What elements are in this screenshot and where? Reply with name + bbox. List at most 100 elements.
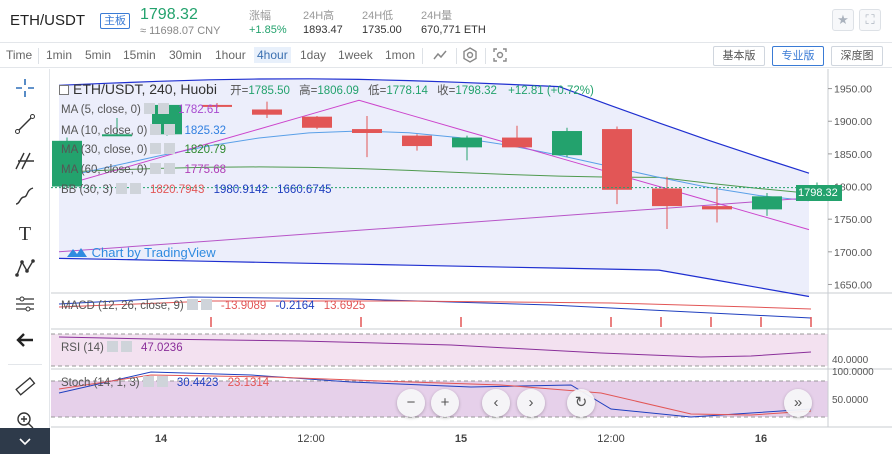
stoch-axis-label-mid: 50.0000 — [832, 395, 869, 406]
macd-value-3: 13.6925 — [323, 300, 366, 312]
rsi-line — [58, 336, 812, 358]
macd-label: MACD (12, 26, close, 9) — [61, 300, 184, 312]
candle-body — [552, 131, 582, 156]
measure-icon[interactable] — [12, 293, 38, 319]
price-chart-canvas[interactable]: 1950.00 1900.00 1850.00 1800.00 1750.00 1700.… — [51, 69, 892, 454]
price-tick-label: 1750.00 — [834, 214, 872, 226]
settings-icon[interactable] — [106, 341, 118, 352]
ruler-icon[interactable] — [12, 375, 38, 401]
pair-name[interactable]: ETH/USDT — [10, 12, 85, 29]
settings-icon[interactable] — [186, 299, 198, 310]
zoom-in-icon[interactable]: + — [431, 389, 459, 417]
interval-30min[interactable]: 30min — [169, 48, 202, 62]
interval-time[interactable]: Time — [6, 48, 33, 62]
bb-upper-value: 1980.9142 — [213, 184, 268, 196]
interval-5min[interactable]: 5min — [85, 48, 112, 62]
macd-value-1: -13.9089 — [220, 300, 267, 312]
back-arrow-icon[interactable] — [12, 329, 38, 355]
zoom-in-icon[interactable] — [12, 409, 38, 435]
crosshair-icon[interactable] — [12, 77, 38, 103]
interval-1min[interactable]: 1min — [46, 48, 73, 62]
macd-legend: MACD (12, 26, close, 9) -13.9089 -0.2164… — [61, 299, 365, 312]
ma30-line — [58, 166, 810, 194]
fib-icon[interactable] — [12, 149, 38, 175]
ma5-value: 1782.61 — [178, 104, 220, 116]
scroll-right-icon[interactable]: › — [517, 389, 545, 417]
bollinger-upper-line — [58, 78, 810, 174]
text-icon[interactable]: T — [18, 223, 32, 245]
collapse-legend-icon[interactable] — [59, 85, 69, 95]
toolbar-divider — [38, 48, 39, 64]
ma30-label: MA (30, close, 0) — [61, 144, 148, 156]
change-value: +1.85% — [249, 24, 287, 36]
macd-histogram — [58, 296, 812, 418]
settings-icon[interactable] — [142, 376, 154, 387]
ma60-line — [58, 197, 810, 253]
interval-15min[interactable]: 15min — [123, 48, 156, 62]
bb-mid-value: 1820.7943 — [149, 184, 205, 196]
ma60-value: 1775.68 — [184, 164, 227, 176]
pattern-icon[interactable] — [12, 257, 38, 283]
interval-1hour[interactable]: 1hour — [215, 48, 246, 62]
settings-icon[interactable] — [115, 183, 127, 194]
zoom-out-icon[interactable]: − — [397, 389, 425, 417]
interval-1week[interactable]: 1week — [338, 48, 373, 62]
watermark-text: Chart by TradingView — [91, 245, 216, 260]
drawing-toolbar: T — [0, 69, 50, 454]
tradingview-watermark[interactable]: Chart by TradingView — [66, 245, 216, 260]
time-axis: 14 12:00 15 12:00 16 — [155, 433, 767, 445]
candle-body — [702, 206, 732, 210]
close-icon[interactable] — [157, 103, 169, 114]
interval-1mon[interactable]: 1mon — [385, 48, 416, 62]
price-scale-background — [828, 69, 892, 454]
symbol-label: ETH/USDT, 240, Huobi — [73, 81, 217, 97]
interval-4hour[interactable]: 4hour — [254, 47, 291, 63]
low-value: 1735.00 — [362, 24, 402, 36]
ma30-value: 1820.79 — [184, 144, 227, 156]
fullscreen-icon[interactable]: ⛶ — [859, 9, 881, 31]
trendline-icon[interactable] — [12, 113, 38, 139]
close-icon[interactable] — [164, 124, 176, 135]
candle-body — [352, 129, 382, 133]
last-price: 1798.32 — [140, 6, 198, 23]
reset-icon[interactable]: ↻ — [567, 389, 595, 417]
chart-area[interactable]: 1950.00 1900.00 1850.00 1800.00 1750.00 1700.… — [51, 69, 892, 454]
open-label: 开= — [230, 85, 249, 97]
macd-value-2: -0.2164 — [275, 300, 315, 312]
settings-icon[interactable] — [461, 47, 479, 65]
settings-icon[interactable] — [143, 103, 155, 114]
candle-body — [102, 134, 132, 137]
scroll-left-icon[interactable]: ‹ — [482, 389, 510, 417]
time-tick-label: 16 — [755, 433, 767, 445]
collapse-toolbar-icon[interactable] — [0, 428, 50, 454]
main-legend: ETH/USDT, 240, Huobi 开=1785.50 高=1806.09… — [59, 81, 594, 98]
macd-line — [58, 296, 812, 319]
screenshot-icon[interactable] — [491, 47, 509, 65]
depth-chart-button[interactable]: 深度图 — [831, 46, 883, 66]
settings-icon[interactable] — [150, 124, 162, 135]
brush-icon[interactable] — [12, 185, 38, 211]
star-icon[interactable]: ★ — [832, 9, 854, 31]
close-icon[interactable] — [120, 341, 132, 352]
indicator-icon[interactable] — [431, 47, 449, 65]
candle-body — [502, 137, 532, 148]
scroll-to-end-icon[interactable]: » — [784, 389, 812, 417]
ticker-header: ETH/USDT 主板 1798.32 ≈ 11698.07 CNY 涨幅 +1… — [0, 0, 892, 43]
ma30-legend: MA (30, close, 0) 1820.79 — [61, 143, 226, 156]
close-value: 1798.32 — [455, 85, 497, 97]
ma5-label: MA (5, close, 0) — [61, 104, 141, 116]
close-icon[interactable] — [164, 143, 176, 154]
close-icon[interactable] — [129, 183, 141, 194]
price-tick-label: 1900.00 — [834, 116, 872, 128]
close-icon[interactable] — [200, 299, 212, 310]
settings-icon[interactable] — [150, 163, 162, 174]
settings-icon[interactable] — [150, 143, 162, 154]
close-icon[interactable] — [164, 163, 176, 174]
macd-signal-line — [58, 300, 812, 310]
close-icon[interactable] — [156, 376, 168, 387]
basic-version-button[interactable]: 基本版 — [713, 46, 765, 66]
pro-version-button[interactable]: 专业版 — [772, 46, 824, 66]
interval-1day[interactable]: 1day — [300, 48, 327, 62]
candle-body — [202, 104, 232, 107]
candle-body — [652, 188, 682, 207]
